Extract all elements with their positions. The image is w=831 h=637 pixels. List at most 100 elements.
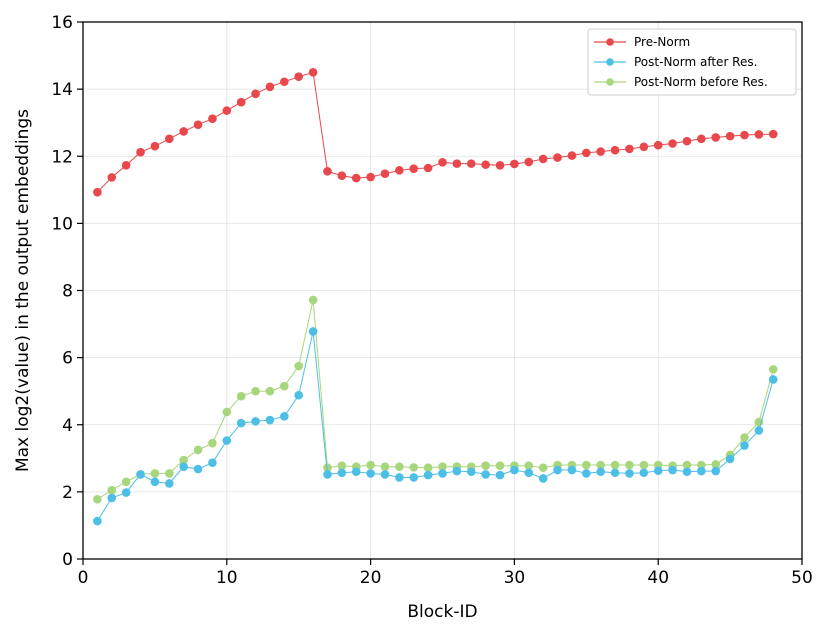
data-point [438,469,447,478]
data-point [423,163,433,173]
data-point [510,465,519,475]
data-point [466,159,476,168]
data-point [121,477,131,487]
data-point [93,494,102,504]
data-point [395,462,404,472]
data-point [725,454,735,464]
data-point [337,171,347,181]
x-tick-label: 30 [504,568,526,588]
data-point [538,463,548,473]
data-point [323,463,332,473]
data-point [150,141,160,151]
data-point [625,144,634,154]
legend-label: Post-Norm after Res. [634,55,757,69]
data-point [452,159,462,168]
data-point [639,142,649,152]
data-point [697,466,706,476]
data-point [380,462,390,472]
data-point [524,461,534,470]
data-point [495,161,505,170]
data-point [251,89,260,99]
data-point [208,438,217,448]
data-point [208,114,217,123]
data-point [481,160,490,169]
data-point [366,460,375,470]
data-point [740,130,749,140]
data-point [93,516,102,526]
series-post-norm-before-res [93,295,778,504]
data-point [438,462,447,472]
data-point [265,415,275,425]
data-point [395,166,404,175]
data-point [725,131,735,141]
data-point [625,469,634,478]
x-tick-label: 50 [791,568,813,588]
data-point [337,461,347,470]
x-tick-label: 20 [360,568,382,588]
data-point [452,466,462,476]
data-point [380,169,390,179]
data-point [639,468,649,478]
series-post-norm-after-res [93,327,778,526]
data-point [495,461,505,470]
data-point [251,386,260,396]
data-point [481,470,490,479]
series-pre-norm [93,68,778,197]
y-tick-label: 10 [51,214,73,234]
data-point [524,468,534,478]
data-point [711,460,721,469]
legend-marker [606,78,614,86]
data-point [697,134,706,144]
legend-item: Post-Norm after Res. [594,55,757,69]
data-point [323,470,332,479]
y-tick-label: 12 [51,147,73,167]
data-point [222,106,232,115]
data-point [236,391,246,401]
data-point [524,157,534,167]
data-point [179,455,188,465]
data-point [754,130,764,139]
data-point [107,493,117,503]
x-tick-label: 40 [647,568,669,588]
data-point [567,465,577,475]
data-point [208,458,217,467]
legend: Pre-Norm Post-Norm after Res. Post-Norm be… [587,28,797,96]
data-point [639,460,649,470]
data-point [582,469,591,478]
y-axis-label: Max log2(value) in the output embeddings [13,109,33,472]
data-point [193,120,203,130]
legend-label: Post-Norm before Res. [634,75,768,89]
data-point [466,467,476,477]
data-point [582,148,591,158]
data-point [682,467,692,477]
data-point [740,441,749,450]
data-point [567,151,577,160]
data-point [711,466,721,476]
data-point [495,470,505,480]
x-tick-label: 0 [78,568,89,588]
data-point [610,145,620,155]
data-point [668,465,677,475]
data-point [653,140,663,150]
data-point [582,460,591,470]
data-point [280,381,289,391]
data-point [164,479,174,488]
data-point [150,477,160,487]
data-point [409,463,419,472]
series-layer [93,68,778,526]
data-point [265,386,275,396]
data-point [668,139,677,148]
data-point [179,127,188,136]
data-point [294,390,304,400]
data-point [740,433,749,442]
x-tick-label: 10 [216,568,238,588]
axis-ticks: 0 10 20 30 40 50 0 2 4 6 8 10 12 14 16 [51,13,812,588]
data-point [682,460,692,470]
data-point [423,463,433,473]
data-point [610,468,620,478]
data-point [150,469,160,478]
data-point [682,136,692,146]
data-point [596,147,605,156]
data-point [596,467,605,477]
